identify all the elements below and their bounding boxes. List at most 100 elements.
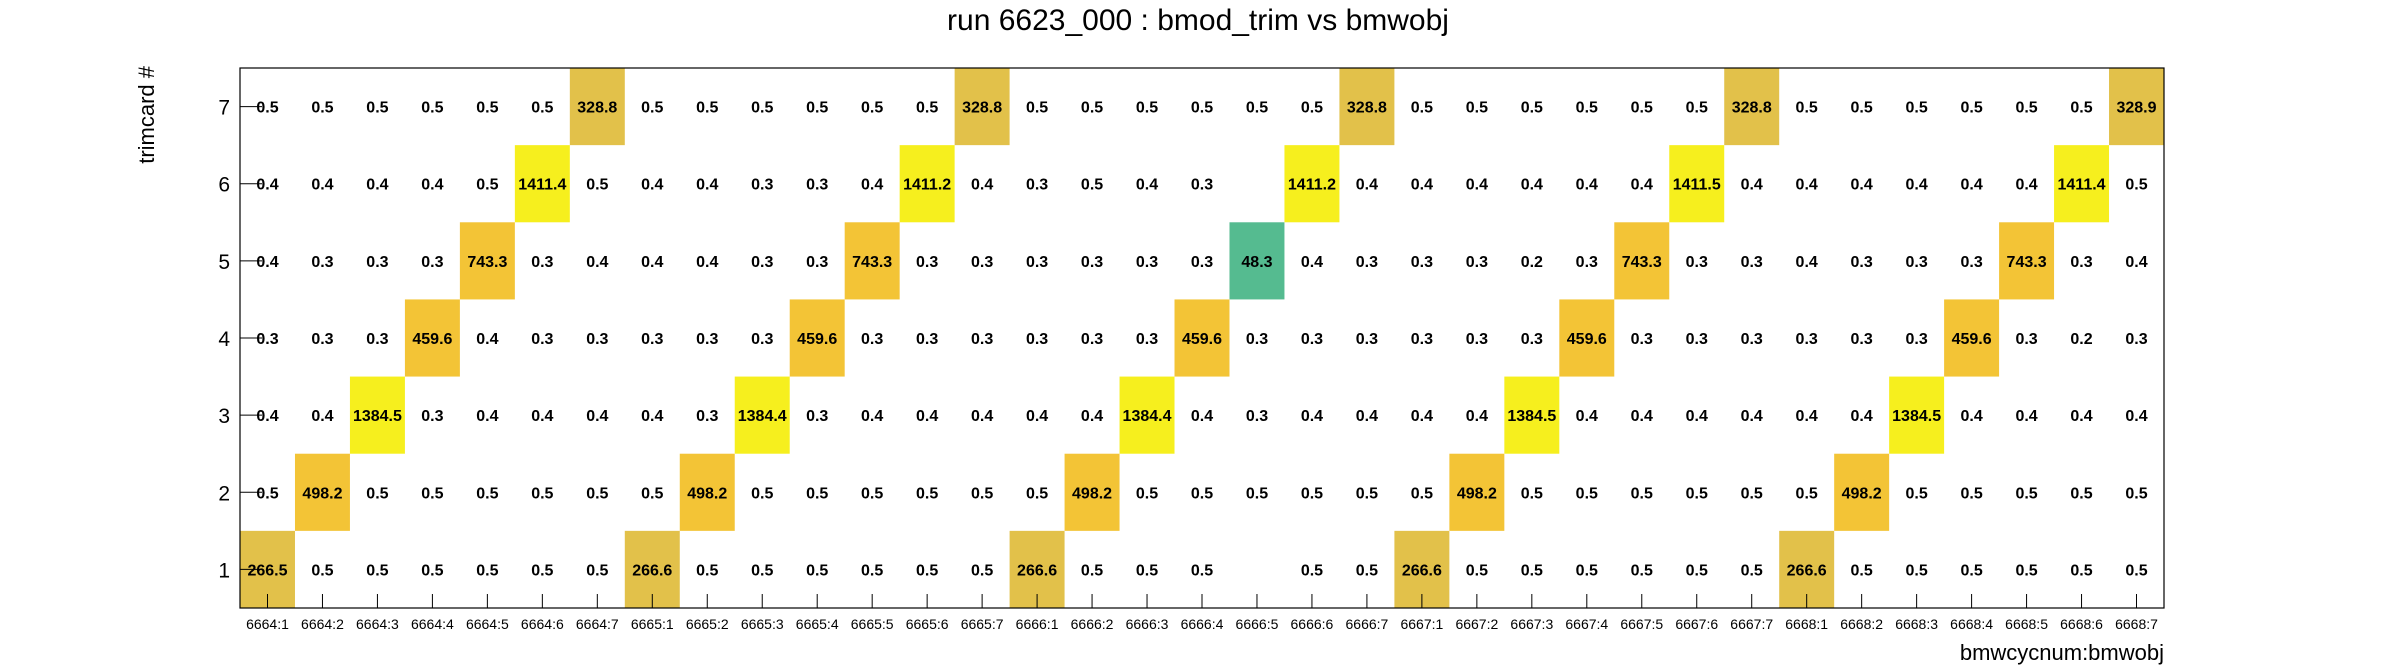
cell-value-label: 0.4 — [1796, 408, 1818, 425]
heatmap-cell — [1339, 68, 1395, 146]
cell-value-label: 0.3 — [1466, 331, 1488, 348]
y-axis-ticks: 1 2 3 4 5 6 7 — [218, 97, 262, 582]
cell-value-label: 0.5 — [1521, 100, 1543, 117]
cell-value-label: 0.4 — [1631, 408, 1653, 425]
heatmap-cell — [1614, 222, 1670, 300]
cell-value-label: 266.5 — [247, 562, 287, 579]
x-tick-label: 6665:5 — [851, 616, 894, 632]
cell-value-label: 328.8 — [962, 100, 1002, 117]
cell-value-label: 0.3 — [1521, 331, 1543, 348]
cell-value-label: 0.2 — [1521, 254, 1543, 271]
x-axis-ticks: 6664:1 6664:2 6664:3 6664:4 6664:5 6664:6 6664… — [246, 594, 2158, 632]
x-tick-label: 6667:3 — [1510, 616, 1553, 632]
cell-value-label: 0.5 — [421, 485, 443, 502]
heatmap-cell — [1669, 145, 1725, 223]
cell-value-label: 498.2 — [302, 485, 342, 502]
cell-value-label: 0.3 — [1686, 331, 1708, 348]
cell-value-label: 0.4 — [311, 177, 333, 194]
heatmap-cell — [1889, 376, 1945, 454]
cell-value-label: 1384.5 — [353, 408, 402, 425]
cell-value-label: 0.5 — [1576, 485, 1598, 502]
heatmap-cell — [789, 299, 845, 377]
cell-value-label: 459.6 — [1952, 331, 1992, 348]
cell-labels: 266.5 0.5 0.5 0.5 0.5 0.5 0.5 266.6 0.5 0.5 0.5 0.5… — [247, 100, 2156, 580]
cell-value-label: 0.5 — [971, 562, 993, 579]
cell-value-label: 0.3 — [531, 254, 553, 271]
cell-value-label: 0.5 — [1631, 100, 1653, 117]
heatmap-cells — [240, 68, 2164, 608]
cell-value-label: 0.5 — [531, 562, 553, 579]
cell-value-label: 0.5 — [1411, 100, 1433, 117]
x-tick-label: 6664:7 — [576, 616, 619, 632]
cell-value-label: 0.3 — [916, 331, 938, 348]
cell-value-label: 0.3 — [1191, 254, 1213, 271]
cell-value-label: 0.5 — [1631, 562, 1653, 579]
cell-value-label: 0.5 — [1960, 100, 1982, 117]
cell-value-label: 0.4 — [531, 408, 553, 425]
cell-value-label: 0.4 — [1906, 177, 1928, 194]
cell-value-label: 0.4 — [1411, 408, 1433, 425]
cell-value-label: 0.5 — [641, 485, 663, 502]
heatmap-cell — [844, 222, 900, 300]
cell-value-label: 0.3 — [751, 331, 773, 348]
cell-value-label: 0.4 — [256, 177, 278, 194]
heatmap-cell — [294, 453, 350, 531]
cell-value-label: 0.5 — [2015, 485, 2037, 502]
y-tick-label: 7 — [218, 97, 230, 120]
cell-value-label: 0.3 — [751, 254, 773, 271]
cell-value-label: 1384.4 — [738, 408, 787, 425]
cell-value-label: 0.5 — [1466, 562, 1488, 579]
cell-value-label: 0.5 — [1851, 562, 1873, 579]
cell-value-label: 743.3 — [852, 254, 892, 271]
heatmap-cell — [899, 145, 955, 223]
cell-value-label: 0.3 — [311, 331, 333, 348]
cell-value-label: 1411.4 — [2058, 177, 2106, 194]
cell-value-label: 1384.5 — [1507, 408, 1556, 425]
cell-value-label: 0.3 — [1411, 331, 1433, 348]
cell-value-label: 0.3 — [1851, 331, 1873, 348]
cell-value-label: 0.3 — [1246, 408, 1268, 425]
cell-value-label: 0.5 — [751, 100, 773, 117]
x-tick-label: 6668:6 — [2060, 616, 2103, 632]
x-tick-label: 6664:5 — [466, 616, 509, 632]
cell-value-label: 0.3 — [696, 408, 718, 425]
cell-value-label: 0.5 — [1081, 562, 1103, 579]
cell-value-label: 0.4 — [1851, 408, 1873, 425]
x-tick-label: 6664:1 — [246, 616, 289, 632]
cell-value-label: 0.5 — [916, 562, 938, 579]
x-tick-label: 6667:2 — [1455, 616, 1498, 632]
cell-value-label: 0.5 — [1026, 100, 1048, 117]
cell-value-label: 0.4 — [2015, 177, 2037, 194]
cell-value-label: 0.3 — [1686, 254, 1708, 271]
heatmap-cell — [1944, 299, 2000, 377]
cell-value-label: 0.5 — [1301, 485, 1323, 502]
x-axis-label: bmwcycnum:bmwobj — [1960, 640, 2164, 665]
heatmap-cell — [514, 145, 570, 223]
cell-value-label: 0.4 — [1356, 408, 1378, 425]
cell-value-label: 0.5 — [861, 485, 883, 502]
cell-value-label: 0.5 — [1191, 562, 1213, 579]
heatmap-cell — [404, 299, 460, 377]
cell-value-label: 0.5 — [421, 100, 443, 117]
cell-value-label: 0.5 — [586, 562, 608, 579]
cell-value-label: 0.5 — [1301, 100, 1323, 117]
cell-value-label: 0.3 — [1960, 254, 1982, 271]
cell-value-label: 0.5 — [366, 562, 388, 579]
cell-value-label: 0.5 — [1631, 485, 1653, 502]
cell-value-label: 0.5 — [1246, 100, 1268, 117]
cell-value-label: 0.5 — [366, 100, 388, 117]
cell-value-label: 0.5 — [2015, 100, 2037, 117]
cell-value-label: 0.5 — [476, 485, 498, 502]
cell-value-label: 0.3 — [1026, 254, 1048, 271]
cell-value-label: 0.3 — [421, 254, 443, 271]
cell-value-label: 459.6 — [797, 331, 837, 348]
cell-value-label: 743.3 — [2007, 254, 2047, 271]
x-tick-label: 6665:7 — [961, 616, 1004, 632]
cell-value-label: 743.3 — [1622, 254, 1662, 271]
cell-value-label: 0.5 — [1686, 100, 1708, 117]
cell-value-label: 0.3 — [2070, 254, 2092, 271]
cell-value-label: 0.5 — [861, 100, 883, 117]
cell-value-label: 0.5 — [1906, 485, 1928, 502]
cell-value-label: 0.5 — [1741, 485, 1763, 502]
cell-value-label: 0.3 — [1356, 254, 1378, 271]
